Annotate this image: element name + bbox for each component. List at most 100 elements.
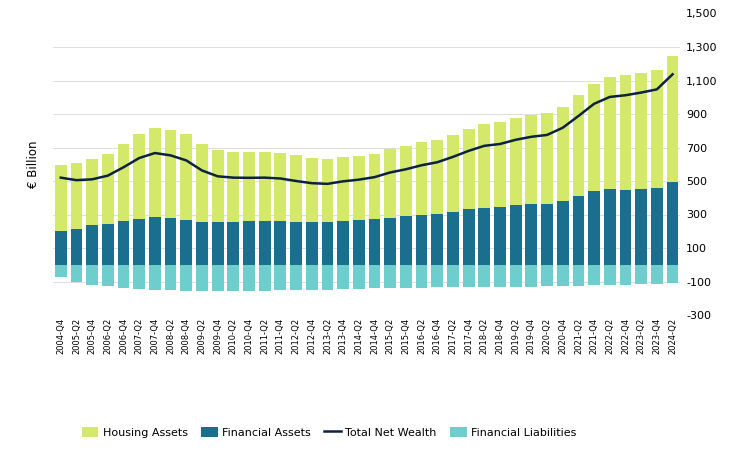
Bar: [243, 152, 255, 221]
Bar: [620, 190, 631, 265]
Bar: [572, 265, 584, 285]
Bar: [588, 84, 600, 191]
Bar: [557, 265, 569, 286]
Bar: [557, 201, 569, 265]
Total Net Wealth: [229, 175, 238, 180]
Total Net Wealth: [464, 148, 473, 153]
Bar: [635, 265, 647, 284]
Bar: [510, 205, 522, 265]
Total Net Wealth: [307, 180, 316, 186]
Total Net Wealth: [652, 87, 662, 92]
Bar: [400, 146, 412, 216]
Bar: [510, 265, 522, 287]
Bar: [447, 265, 459, 287]
Bar: [86, 265, 98, 285]
Bar: [432, 214, 443, 265]
Bar: [494, 265, 506, 287]
Total Net Wealth: [276, 176, 285, 181]
Bar: [416, 215, 427, 265]
Bar: [133, 134, 145, 219]
Bar: [353, 265, 364, 288]
Bar: [306, 158, 318, 222]
Bar: [290, 155, 302, 221]
Bar: [525, 115, 538, 204]
Total Net Wealth: [432, 160, 442, 165]
Bar: [321, 265, 333, 289]
Total Net Wealth: [621, 93, 630, 98]
Bar: [149, 265, 161, 289]
Bar: [181, 134, 192, 220]
Bar: [525, 265, 538, 287]
Bar: [86, 225, 98, 265]
Bar: [118, 265, 129, 288]
Total Net Wealth: [104, 173, 113, 178]
Bar: [463, 129, 475, 209]
Bar: [604, 77, 615, 189]
Bar: [102, 154, 113, 224]
Bar: [321, 222, 333, 265]
Total Net Wealth: [558, 125, 567, 130]
Total Net Wealth: [72, 177, 81, 183]
Bar: [384, 149, 396, 217]
Bar: [70, 229, 82, 265]
Bar: [259, 152, 271, 221]
Bar: [479, 208, 490, 265]
Line: Total Net Wealth: Total Net Wealth: [60, 74, 673, 184]
Total Net Wealth: [292, 178, 301, 184]
Bar: [541, 265, 553, 286]
Bar: [620, 265, 631, 284]
Bar: [165, 265, 176, 290]
Total Net Wealth: [480, 143, 489, 148]
Bar: [416, 265, 427, 288]
Bar: [541, 113, 553, 203]
Bar: [228, 152, 239, 221]
Bar: [274, 265, 287, 290]
Bar: [494, 207, 506, 265]
Bar: [604, 189, 615, 265]
Total Net Wealth: [495, 141, 504, 147]
Bar: [525, 204, 538, 265]
Bar: [463, 209, 475, 265]
Bar: [290, 221, 302, 265]
Bar: [181, 265, 192, 291]
Total Net Wealth: [511, 137, 520, 143]
Bar: [274, 153, 287, 221]
Bar: [55, 231, 67, 265]
Bar: [479, 265, 490, 287]
Total Net Wealth: [56, 175, 65, 180]
Bar: [384, 217, 396, 265]
Total Net Wealth: [150, 150, 160, 156]
Bar: [667, 265, 678, 283]
Bar: [432, 265, 443, 288]
Total Net Wealth: [135, 155, 144, 161]
Total Net Wealth: [339, 179, 348, 184]
Bar: [165, 218, 176, 265]
Bar: [196, 144, 208, 222]
Total Net Wealth: [448, 154, 457, 160]
Total Net Wealth: [574, 113, 583, 119]
Bar: [228, 265, 239, 291]
Bar: [369, 153, 380, 219]
Total Net Wealth: [88, 176, 97, 182]
Total Net Wealth: [386, 170, 395, 175]
Bar: [196, 265, 208, 291]
Bar: [510, 118, 522, 205]
Total Net Wealth: [668, 72, 677, 77]
Total Net Wealth: [323, 181, 332, 187]
Y-axis label: € Billion: € Billion: [26, 140, 40, 188]
Bar: [400, 265, 412, 288]
Bar: [181, 220, 192, 265]
Total Net Wealth: [181, 158, 191, 163]
Bar: [588, 265, 600, 285]
Bar: [86, 159, 98, 225]
Total Net Wealth: [527, 134, 536, 140]
Bar: [620, 76, 631, 190]
Total Net Wealth: [166, 153, 175, 158]
Bar: [290, 265, 302, 290]
Bar: [259, 221, 271, 265]
Bar: [133, 265, 145, 289]
Bar: [306, 222, 318, 265]
Total Net Wealth: [244, 175, 253, 180]
Bar: [635, 189, 647, 265]
Bar: [228, 221, 239, 265]
